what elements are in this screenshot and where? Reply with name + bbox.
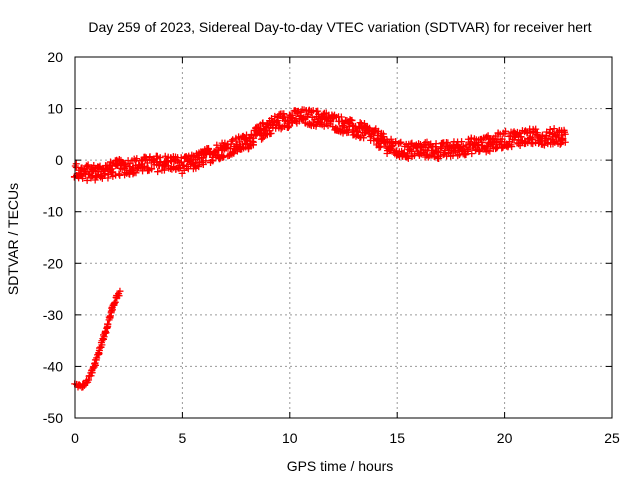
data-point	[101, 170, 109, 178]
data-point	[205, 145, 213, 153]
data-point	[561, 138, 569, 146]
data-point	[546, 126, 554, 134]
data-point	[109, 168, 117, 176]
data-point	[195, 163, 203, 171]
data-point	[556, 140, 564, 148]
data-point	[83, 163, 91, 171]
series-main-segment	[70, 106, 569, 184]
data-point	[83, 176, 91, 184]
series-group	[70, 106, 569, 391]
data-point	[213, 141, 221, 149]
x-tick-label: 15	[389, 430, 405, 446]
data-point	[160, 166, 168, 174]
data-point	[107, 169, 115, 177]
y-tick-label: -40	[43, 358, 63, 374]
y-tick-label: -30	[43, 307, 63, 323]
data-point	[115, 170, 123, 178]
data-point	[111, 298, 119, 306]
data-point	[132, 169, 140, 177]
y-tick-label: -50	[43, 410, 63, 426]
data-point	[550, 125, 558, 133]
data-point	[144, 166, 152, 174]
chart-title: Day 259 of 2023, Sidereal Day-to-day VTE…	[88, 19, 591, 35]
data-point	[396, 139, 404, 147]
data-point	[105, 313, 113, 321]
data-point	[199, 161, 207, 169]
data-point	[140, 163, 148, 171]
data-point	[258, 135, 266, 143]
y-axis-label: SDTVAR / TECUs	[5, 183, 21, 295]
data-point	[208, 156, 216, 164]
data-point	[72, 160, 80, 168]
data-point	[517, 133, 525, 141]
data-point	[462, 151, 470, 159]
data-point	[133, 155, 141, 163]
data-point	[95, 163, 103, 171]
data-point	[79, 174, 87, 182]
plot-frame	[74, 56, 613, 419]
data-point	[299, 114, 307, 122]
data-point	[114, 157, 122, 165]
data-point	[285, 122, 293, 130]
data-point	[379, 130, 387, 138]
data-point	[106, 312, 114, 320]
data-point	[389, 142, 397, 150]
data-point	[154, 168, 162, 176]
y-tick-label: -20	[43, 255, 63, 271]
data-point	[314, 107, 322, 115]
data-point	[502, 127, 510, 135]
data-point	[220, 153, 228, 161]
data-point	[115, 156, 123, 164]
data-point	[209, 157, 217, 165]
x-axis-label: GPS time / hours	[287, 458, 394, 474]
data-point	[397, 138, 405, 146]
y-tick-label: 0	[55, 152, 63, 168]
data-point	[420, 142, 428, 150]
y-tick-label: 10	[47, 101, 63, 117]
data-point	[337, 113, 345, 121]
data-point	[360, 134, 368, 142]
data-point	[348, 116, 356, 124]
data-point	[312, 122, 320, 130]
ticks	[74, 56, 613, 419]
tick-labels: 0 5 10 15 20 25 -50 -40 -30 -20 -10 0 10 20	[43, 49, 620, 446]
data-point	[148, 165, 156, 173]
data-point	[433, 148, 441, 156]
data-point	[219, 154, 227, 162]
data-point	[121, 160, 129, 168]
x-tick-label: 5	[179, 430, 187, 446]
data-point	[441, 146, 449, 154]
data-point	[104, 320, 112, 328]
data-point	[561, 128, 569, 136]
data-point	[387, 135, 395, 143]
data-point	[267, 129, 275, 137]
data-point	[554, 133, 562, 141]
data-point	[110, 299, 118, 307]
data-point	[404, 150, 412, 158]
data-point	[404, 154, 412, 162]
data-point	[259, 119, 267, 127]
data-point	[122, 161, 130, 169]
x-tick-label: 0	[71, 430, 79, 446]
x-tick-label: 20	[497, 430, 513, 446]
x-tick-label: 25	[604, 430, 620, 446]
data-point	[508, 143, 516, 151]
data-point	[202, 157, 210, 165]
data-point	[468, 150, 476, 158]
data-point	[100, 333, 108, 341]
data-point	[458, 138, 466, 146]
data-point	[138, 157, 146, 165]
series-early-segment	[71, 287, 124, 391]
data-point	[551, 138, 559, 146]
x-tick-label: 10	[282, 430, 298, 446]
y-tick-label: -10	[43, 204, 63, 220]
data-point	[116, 287, 124, 295]
y-tick-label: 20	[47, 49, 63, 65]
data-point	[528, 135, 536, 143]
data-point	[400, 149, 408, 157]
data-point	[249, 141, 257, 149]
